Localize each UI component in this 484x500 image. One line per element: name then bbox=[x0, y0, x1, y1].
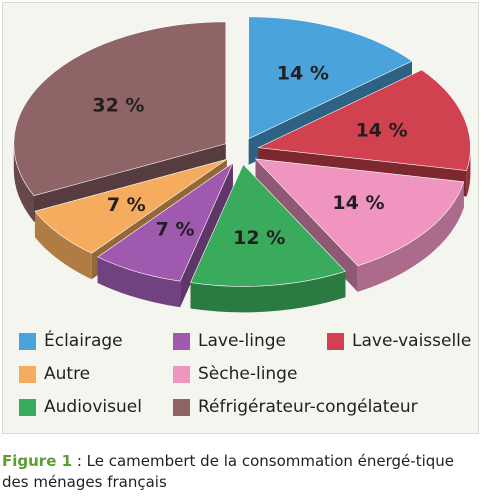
legend-label: Éclairage bbox=[44, 331, 123, 351]
figure-caption: Figure 1 : Le camembert de la consommati… bbox=[2, 451, 480, 493]
legend-label: Autre bbox=[44, 364, 91, 384]
pie-slice-top bbox=[248, 16, 413, 140]
legend-swatch bbox=[19, 398, 36, 416]
figure-panel: 14 % 14 % 14 % 12 % 7 % 7 % 32 % Éclairage Lav… bbox=[2, 2, 479, 434]
caption-figure-label: Figure 1 bbox=[2, 452, 73, 470]
legend-swatch bbox=[173, 365, 190, 383]
pie-slice-top bbox=[254, 158, 465, 267]
pie-slice-label: 32 % bbox=[92, 95, 144, 117]
legend-swatch bbox=[327, 332, 344, 350]
pie-slice-3 bbox=[190, 163, 346, 313]
pie-slice-top bbox=[190, 163, 346, 287]
legend-item-refrigerateur-congelateur: Réfrigérateur-congélateur bbox=[173, 395, 418, 419]
legend-item-autre: Autre bbox=[19, 362, 90, 386]
legend-item-eclairage: Éclairage bbox=[19, 329, 123, 353]
legend-swatch bbox=[19, 332, 36, 350]
caption-text: : Le camembert de la consommation énergé… bbox=[2, 452, 455, 491]
pie-slice-4 bbox=[97, 162, 234, 308]
legend-label: Lave-linge bbox=[198, 331, 287, 351]
legend-swatch bbox=[173, 332, 190, 350]
pie-slice-rim bbox=[357, 181, 464, 292]
legend-item-audiovisuel: Audiovisuel bbox=[19, 395, 142, 419]
legend-item-lave-linge: Lave-linge bbox=[173, 329, 286, 353]
pie-slice-rim bbox=[190, 271, 346, 313]
pie-slice-label: 12 % bbox=[233, 227, 285, 249]
pie-slice-top bbox=[257, 69, 471, 171]
pie-slice-rim bbox=[34, 211, 92, 280]
pie-slice-rim bbox=[97, 257, 181, 308]
legend-label: Audiovisuel bbox=[44, 397, 142, 417]
pie-slice-label: 14 % bbox=[356, 119, 408, 141]
legend-swatch bbox=[19, 365, 36, 383]
legend-label: Sèche-linge bbox=[198, 364, 298, 384]
pie-slice-top bbox=[13, 21, 227, 197]
legend-label: Lave-vaisselle bbox=[352, 331, 472, 351]
pie-slice-label: 14 % bbox=[332, 192, 384, 214]
legend: Éclairage Lave-linge Lave-vaisselle Autr… bbox=[19, 329, 479, 429]
pie-chart: 14 % 14 % 14 % 12 % 7 % 7 % 32 % bbox=[13, 16, 471, 313]
pie-slice-top bbox=[97, 162, 234, 282]
pie-slice-2 bbox=[254, 158, 465, 292]
pie-slice-label: 7 % bbox=[156, 218, 195, 240]
pie-slice-label: 7 % bbox=[107, 194, 146, 216]
legend-item-seche-linge: Sèche-linge bbox=[173, 362, 297, 386]
pie-slice-label: 14 % bbox=[277, 63, 329, 85]
pie-slice-wall bbox=[180, 163, 233, 308]
pie-slice-rim bbox=[13, 143, 34, 222]
legend-label: Réfrigérateur-congélateur bbox=[198, 397, 418, 417]
legend-swatch bbox=[173, 398, 190, 416]
legend-item-lave-vaisselle: Lave-vaisselle bbox=[327, 329, 471, 353]
pie-slice-top bbox=[34, 158, 227, 254]
